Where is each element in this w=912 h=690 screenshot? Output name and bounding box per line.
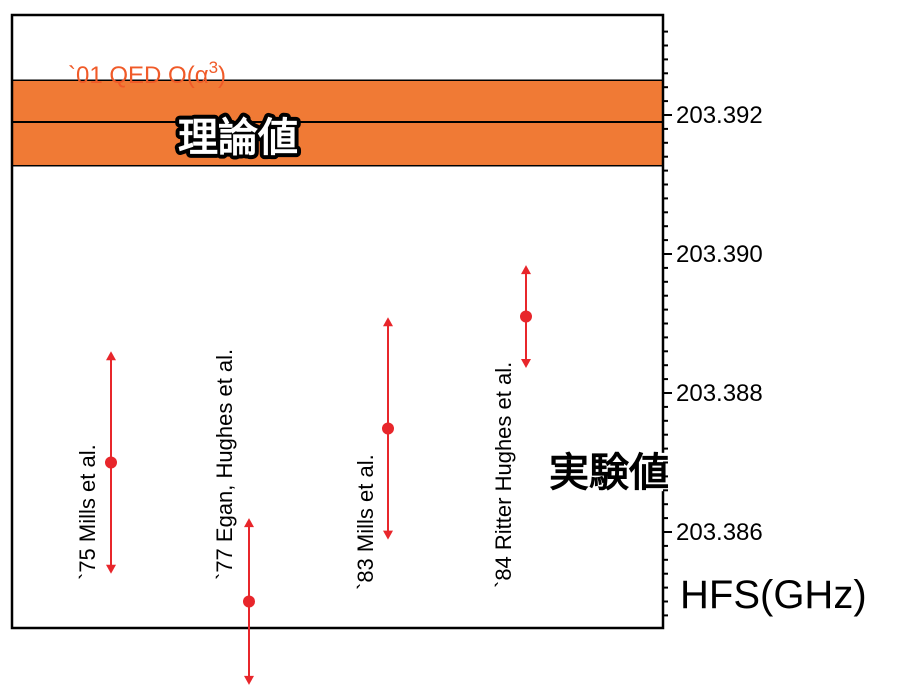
error-bar-top-arrow xyxy=(106,351,116,361)
error-bar-bottom-arrow xyxy=(106,564,116,574)
error-bar-bottom-arrow xyxy=(521,358,531,368)
y-tick-label: 203.392 xyxy=(676,102,763,129)
error-bar-bottom-arrow xyxy=(383,530,393,540)
y-axis-unit-label: HFS(GHz) xyxy=(680,573,867,617)
data-point xyxy=(382,422,394,435)
plot-frame xyxy=(10,13,665,630)
experiment-point xyxy=(243,518,255,685)
data-point xyxy=(105,456,117,469)
y-tick-label: 203.388 xyxy=(676,380,763,407)
experiment-point xyxy=(382,317,394,540)
experiment-point xyxy=(520,265,532,368)
experiment-label: `84 Ritter Hughes et al. xyxy=(491,362,516,588)
experiment-label: `83 Mills et al. xyxy=(353,454,378,590)
experiment-points: `75 Mills et al. `77 Egan, Hughes et al. `… xyxy=(75,265,532,685)
experiment-annotation: 実験値 xyxy=(549,450,669,496)
theory-annotation: 理論値 xyxy=(178,115,298,161)
y-tick-label: 203.390 xyxy=(676,241,763,268)
data-point xyxy=(243,595,255,608)
y-axis: 203.386 203.388 203.390 203.392 xyxy=(663,30,763,617)
y-tick-label: 203.386 xyxy=(676,519,763,546)
experiment-point xyxy=(105,351,117,574)
error-bar-bottom-arrow xyxy=(244,675,254,685)
error-bar-top-arrow xyxy=(521,265,531,275)
error-bar-top-arrow xyxy=(383,317,393,327)
data-point xyxy=(520,310,532,323)
theory-label: `01 QED O(α3) xyxy=(68,58,226,89)
theory-band xyxy=(12,79,663,167)
experiment-label: `75 Mills et al. xyxy=(75,444,100,580)
error-bar-top-arrow xyxy=(244,518,254,528)
experiment-label: `77 Egan, Hughes et al. xyxy=(212,349,237,580)
